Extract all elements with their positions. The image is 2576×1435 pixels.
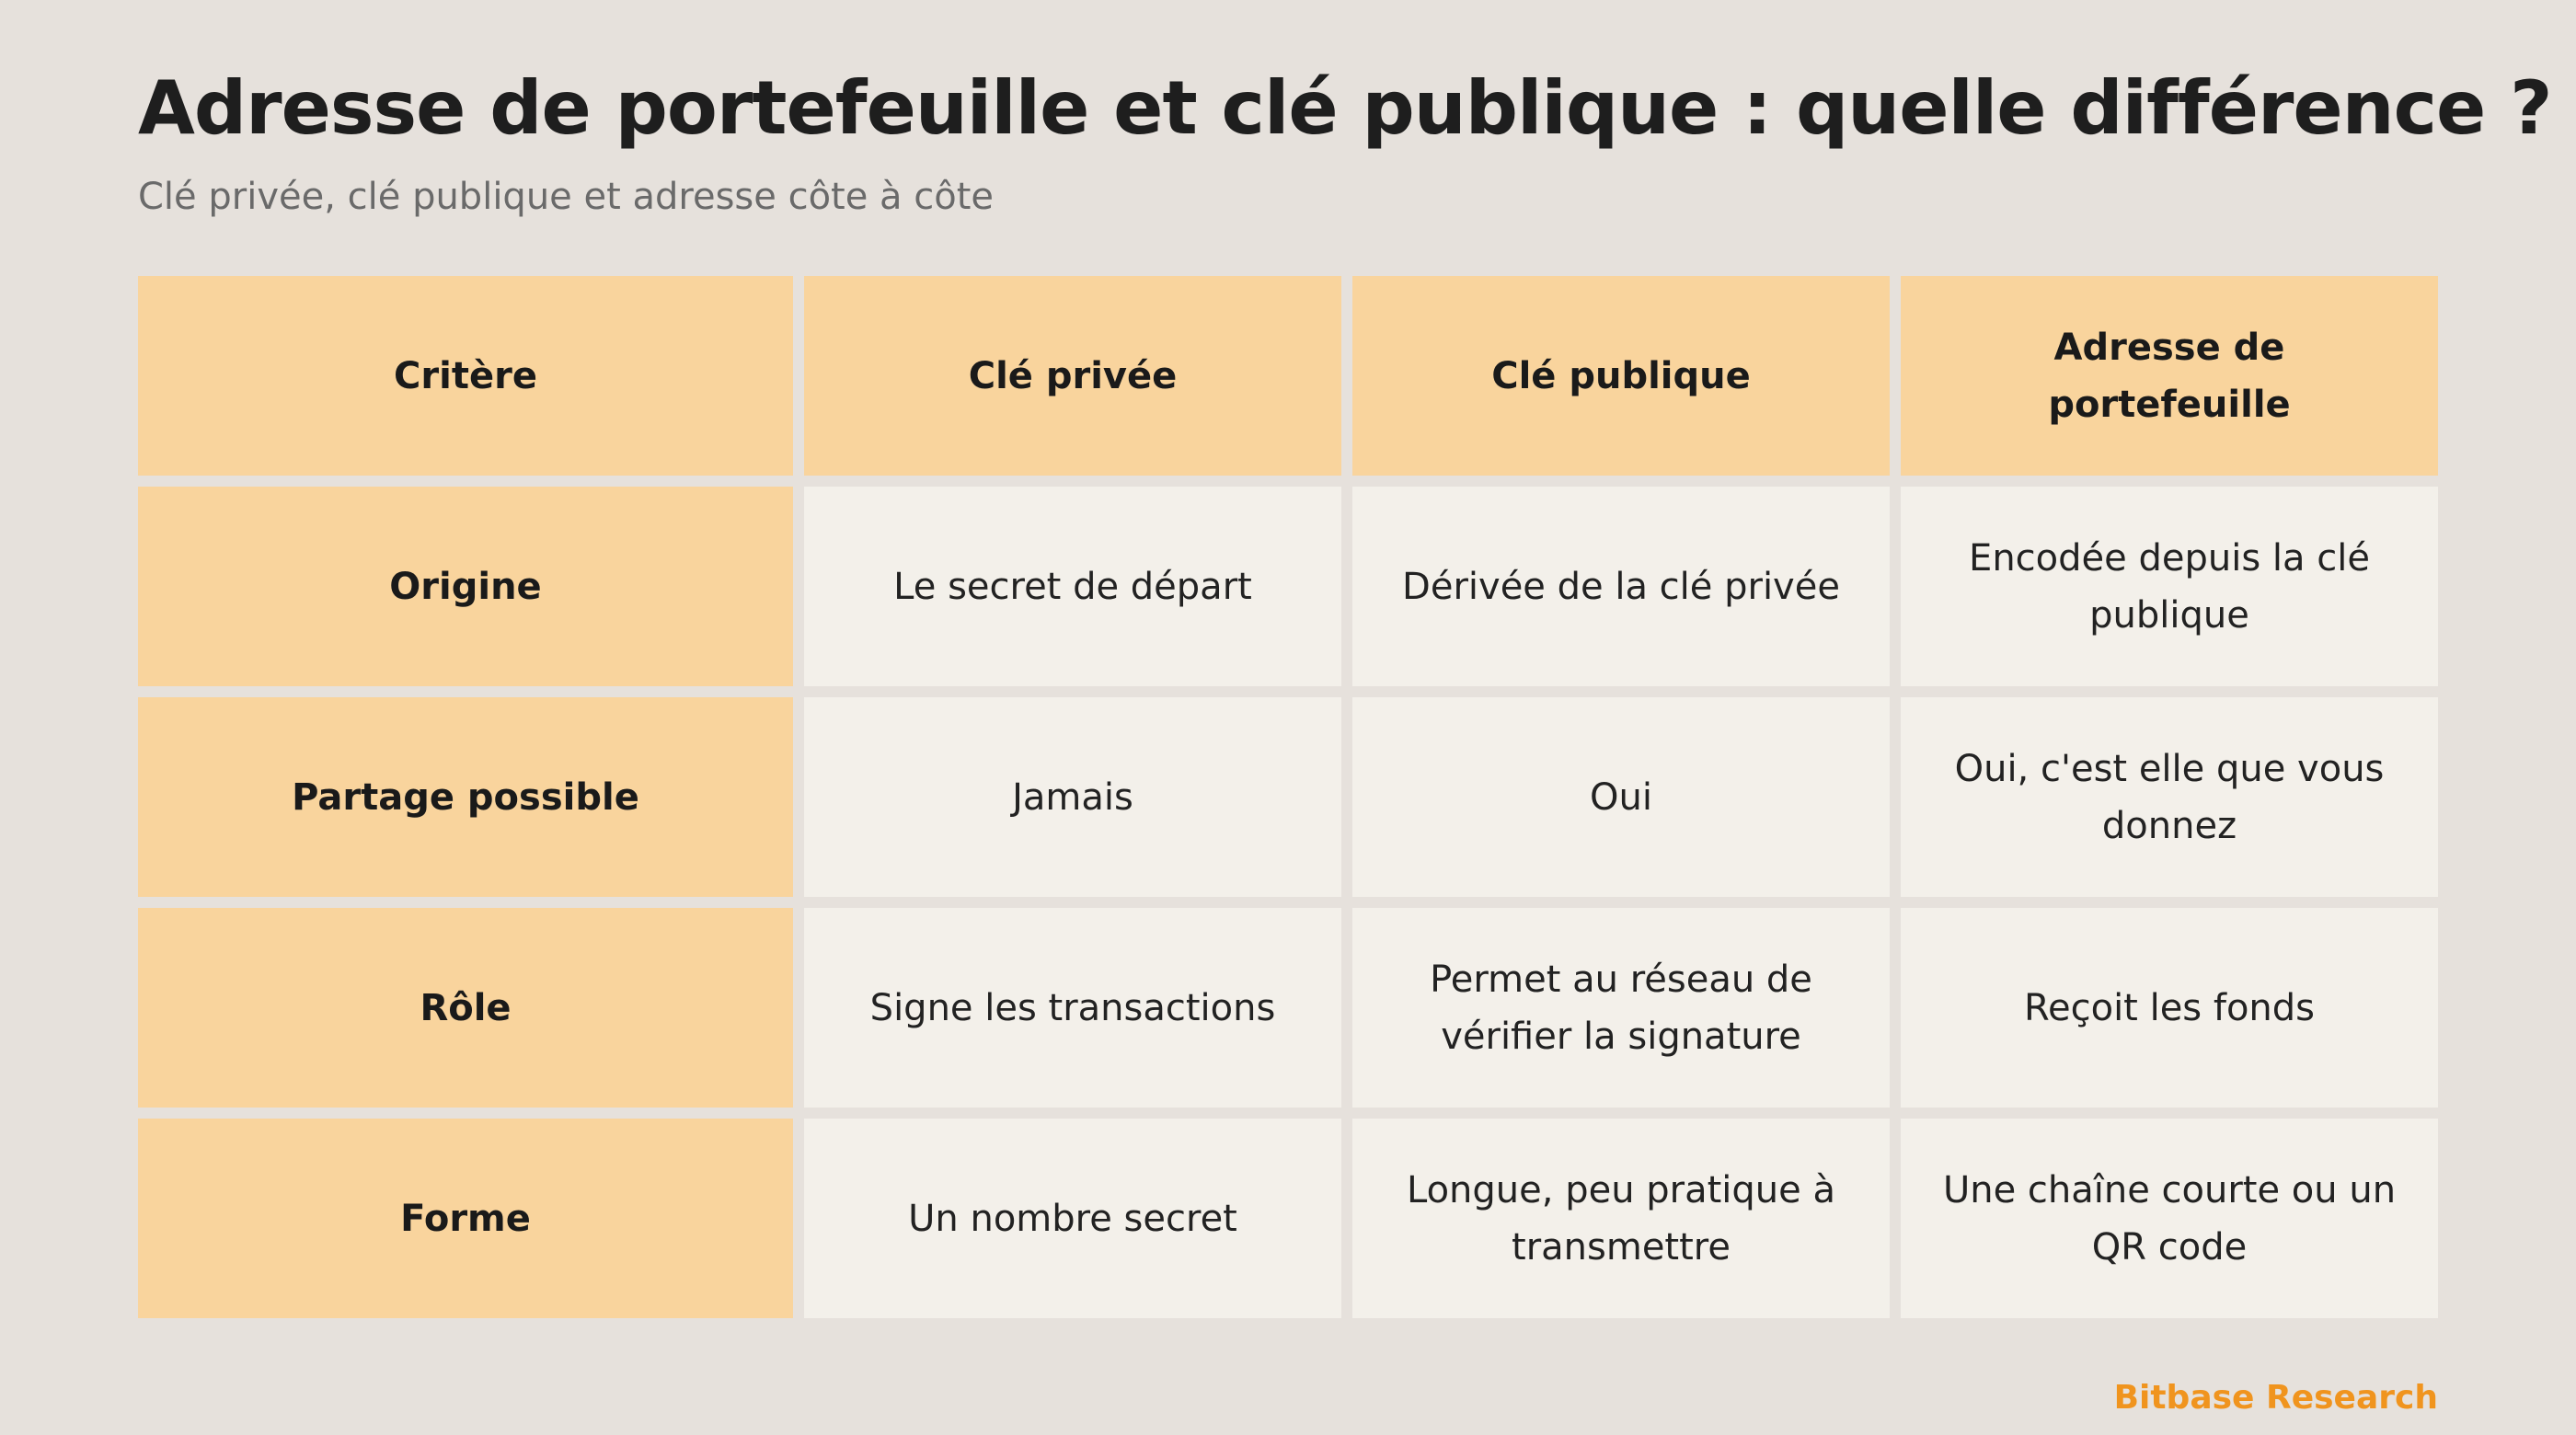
table-cell: Reçoit les fonds	[1901, 908, 2438, 1108]
table-cell: Le secret de départ	[804, 487, 1341, 686]
table-cell: Jamais	[804, 697, 1341, 897]
column-header-private-key: Clé privée	[804, 276, 1341, 476]
row-header-origin: Origine	[138, 487, 793, 686]
page-subtitle: Clé privée, clé publique et adresse côte…	[138, 176, 995, 218]
row-header-form: Forme	[138, 1119, 793, 1318]
table-cell: Une chaîne courte ou un QR code	[1901, 1119, 2438, 1318]
page-title: Adresse de portefeuille et clé publique …	[138, 65, 2553, 151]
column-header-criterion: Critère	[138, 276, 793, 476]
table-cell: Signe les transactions	[804, 908, 1341, 1108]
table-cell: Encodée depuis la clé publique	[1901, 487, 2438, 686]
comparison-table: Critère Clé privée Clé publique Adresse …	[138, 276, 2438, 1318]
column-header-public-key: Clé publique	[1352, 276, 1890, 476]
table-cell: Oui	[1352, 697, 1890, 897]
row-header-role: Rôle	[138, 908, 793, 1108]
table-cell: Un nombre secret	[804, 1119, 1341, 1318]
column-header-wallet-address: Adresse de portefeuille	[1901, 276, 2438, 476]
row-header-sharing: Partage possible	[138, 697, 793, 897]
table-cell: Permet au réseau de vérifier la signatur…	[1352, 908, 1890, 1108]
table-cell: Dérivée de la clé privée	[1352, 487, 1890, 686]
table-cell: Oui, c'est elle que vous donnez	[1901, 697, 2438, 897]
table-cell: Longue, peu pratique à transmettre	[1352, 1119, 1890, 1318]
brand-footer: Bitbase Research	[2113, 1379, 2438, 1417]
